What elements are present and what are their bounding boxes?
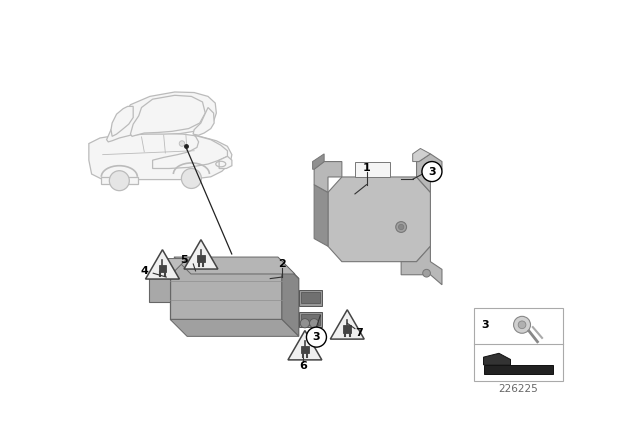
Polygon shape <box>417 154 442 192</box>
Polygon shape <box>282 262 299 336</box>
Text: 1: 1 <box>363 163 371 173</box>
Polygon shape <box>145 250 179 279</box>
Polygon shape <box>413 148 431 162</box>
Bar <box>474 308 563 381</box>
Polygon shape <box>314 185 328 246</box>
Polygon shape <box>111 106 133 136</box>
Text: 6: 6 <box>300 362 307 371</box>
Polygon shape <box>314 162 342 192</box>
Text: 4: 4 <box>141 266 148 276</box>
Polygon shape <box>148 276 170 302</box>
Polygon shape <box>299 312 322 327</box>
Polygon shape <box>174 257 295 274</box>
Polygon shape <box>301 293 319 303</box>
Polygon shape <box>355 162 390 177</box>
Text: 5: 5 <box>180 255 188 265</box>
FancyBboxPatch shape <box>197 255 205 263</box>
Polygon shape <box>288 331 322 360</box>
Polygon shape <box>170 262 282 319</box>
Polygon shape <box>148 258 187 276</box>
Circle shape <box>399 224 404 230</box>
FancyBboxPatch shape <box>301 345 308 353</box>
Polygon shape <box>219 156 232 168</box>
Circle shape <box>181 168 202 189</box>
FancyBboxPatch shape <box>344 325 351 332</box>
Circle shape <box>422 162 442 181</box>
Text: 3: 3 <box>481 320 489 330</box>
Circle shape <box>513 316 531 333</box>
Circle shape <box>310 319 319 328</box>
Text: 2: 2 <box>278 259 285 269</box>
Polygon shape <box>299 290 322 306</box>
Polygon shape <box>184 240 218 269</box>
Polygon shape <box>107 92 216 142</box>
Circle shape <box>300 319 310 328</box>
Circle shape <box>307 327 326 347</box>
Polygon shape <box>312 154 324 169</box>
Polygon shape <box>170 262 299 279</box>
FancyBboxPatch shape <box>159 265 166 272</box>
Text: 3: 3 <box>312 332 320 342</box>
Text: 226225: 226225 <box>499 383 538 394</box>
Text: 7: 7 <box>355 327 363 337</box>
Polygon shape <box>401 246 442 285</box>
Polygon shape <box>484 353 511 365</box>
Circle shape <box>179 141 185 146</box>
Polygon shape <box>328 177 431 262</box>
Circle shape <box>396 222 406 233</box>
Bar <box>484 365 553 374</box>
Circle shape <box>422 269 431 277</box>
Polygon shape <box>89 133 232 182</box>
Polygon shape <box>170 319 299 336</box>
Polygon shape <box>330 310 364 339</box>
Polygon shape <box>131 95 205 136</box>
Polygon shape <box>193 108 214 135</box>
Polygon shape <box>101 177 138 184</box>
Polygon shape <box>301 314 319 325</box>
Circle shape <box>109 171 129 191</box>
Polygon shape <box>152 135 227 168</box>
Text: 3: 3 <box>428 167 436 177</box>
Circle shape <box>518 321 526 329</box>
